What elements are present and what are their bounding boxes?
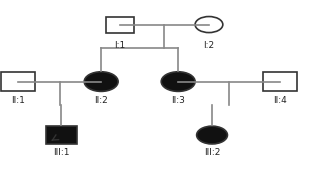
Text: II:2: II:2 bbox=[94, 96, 108, 105]
Text: III:2: III:2 bbox=[204, 148, 220, 157]
Circle shape bbox=[195, 16, 223, 33]
FancyBboxPatch shape bbox=[263, 72, 297, 91]
Text: I:1: I:1 bbox=[114, 41, 125, 50]
Circle shape bbox=[197, 126, 227, 144]
Circle shape bbox=[161, 72, 195, 91]
Circle shape bbox=[84, 72, 118, 91]
Text: III:1: III:1 bbox=[53, 148, 69, 157]
FancyBboxPatch shape bbox=[106, 16, 134, 33]
Text: II:3: II:3 bbox=[171, 96, 185, 105]
Text: II:1: II:1 bbox=[11, 96, 25, 105]
FancyBboxPatch shape bbox=[1, 72, 35, 91]
FancyBboxPatch shape bbox=[46, 126, 76, 144]
Text: II:4: II:4 bbox=[273, 96, 287, 105]
Text: I:2: I:2 bbox=[203, 41, 215, 50]
